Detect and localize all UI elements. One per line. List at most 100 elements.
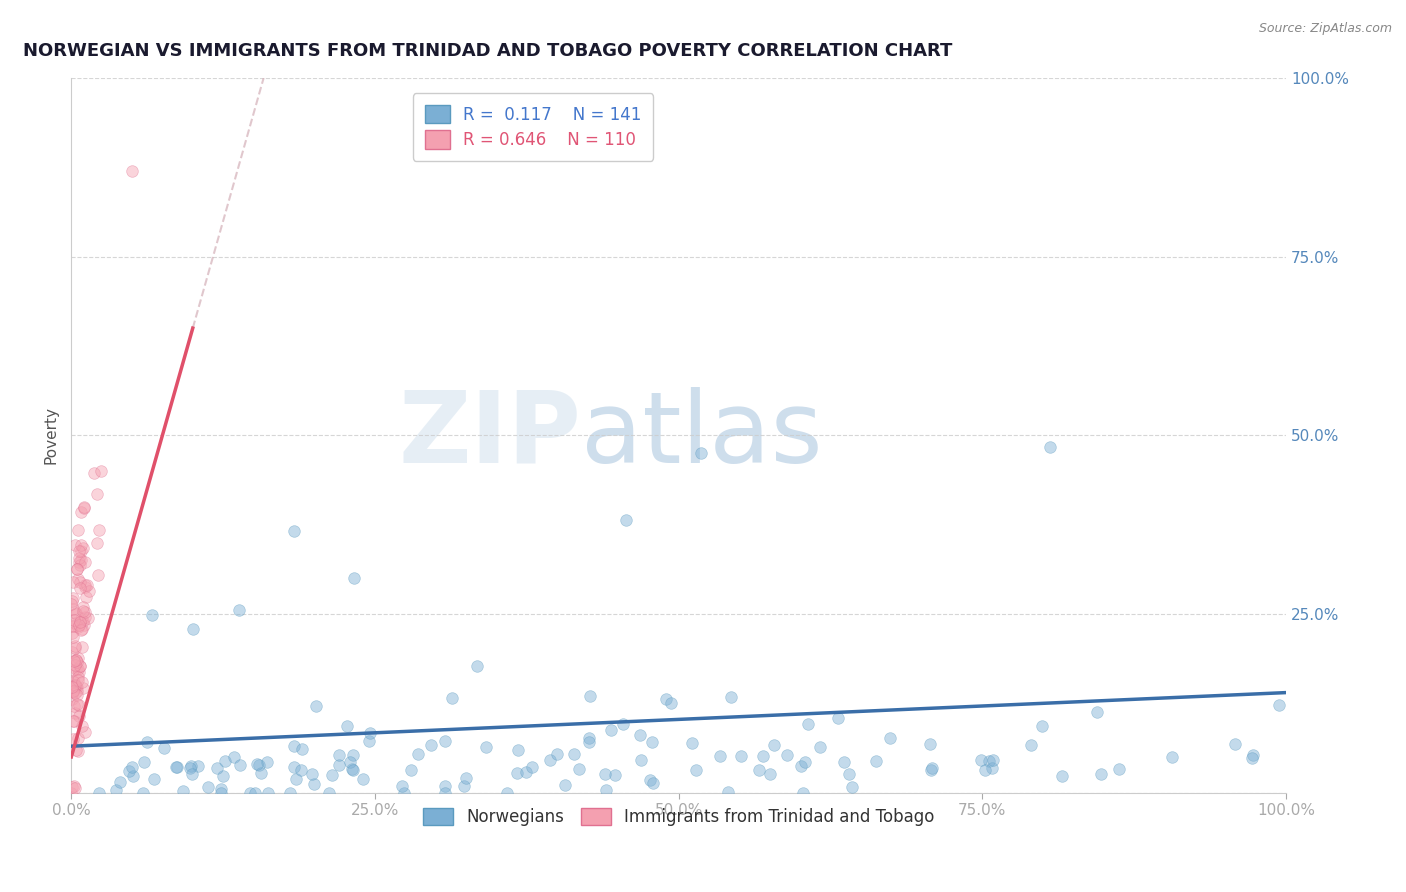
Point — [67, 544, 90, 558]
Point — [83, 466, 105, 480]
Point — [66, 683, 89, 698]
Point — [342, 762, 364, 776]
Point — [352, 772, 374, 787]
Point — [792, 786, 814, 800]
Point — [305, 699, 328, 714]
Point — [66, 561, 89, 575]
Point — [318, 786, 340, 800]
Point — [67, 709, 90, 723]
Point — [640, 773, 662, 788]
Point — [65, 606, 87, 620]
Point — [980, 761, 1002, 775]
Point — [197, 780, 219, 794]
Point — [302, 777, 325, 791]
Point — [827, 711, 849, 725]
Point — [630, 753, 652, 767]
Point — [180, 767, 202, 781]
Point — [63, 641, 86, 656]
Point — [681, 736, 703, 750]
Point — [179, 761, 201, 775]
Point — [118, 764, 141, 779]
Point — [205, 762, 228, 776]
Point — [612, 717, 634, 731]
Point — [981, 753, 1004, 767]
Point — [1223, 737, 1246, 751]
Point — [69, 659, 91, 673]
Point — [538, 753, 561, 767]
Point — [87, 786, 110, 800]
Point — [546, 747, 568, 761]
Point — [60, 780, 83, 795]
Point — [63, 679, 86, 693]
Point — [1039, 440, 1062, 454]
Text: atlas: atlas — [582, 387, 823, 483]
Point — [291, 741, 314, 756]
Point — [720, 690, 742, 704]
Point — [1241, 751, 1264, 765]
Point — [578, 735, 600, 749]
Point — [342, 748, 364, 763]
Point — [794, 755, 817, 769]
Point — [67, 698, 90, 712]
Text: NORWEGIAN VS IMMIGRANTS FROM TRINIDAD AND TOBAGO POVERTY CORRELATION CHART: NORWEGIAN VS IMMIGRANTS FROM TRINIDAD AN… — [22, 42, 952, 60]
Point — [69, 612, 91, 626]
Point — [562, 747, 585, 761]
Point — [797, 717, 820, 731]
Point — [595, 783, 617, 797]
Point — [66, 681, 89, 695]
Point — [391, 779, 413, 793]
Point — [105, 783, 128, 797]
Point — [60, 645, 83, 659]
Point — [75, 609, 97, 624]
Point — [72, 681, 94, 695]
Point — [132, 786, 155, 800]
Text: ZIP: ZIP — [398, 387, 582, 483]
Point — [187, 759, 209, 773]
Point — [66, 670, 89, 684]
Point — [328, 758, 350, 772]
Point — [752, 748, 775, 763]
Point — [70, 624, 93, 638]
Point — [136, 734, 159, 748]
Point — [1050, 770, 1073, 784]
Point — [73, 605, 96, 619]
Point — [73, 500, 96, 515]
Point — [62, 679, 84, 693]
Point — [73, 618, 96, 632]
Point — [474, 740, 496, 755]
Point — [1108, 762, 1130, 776]
Point — [69, 574, 91, 589]
Point — [420, 739, 443, 753]
Point — [434, 786, 457, 800]
Point — [63, 619, 86, 633]
Point — [63, 613, 86, 627]
Point — [62, 664, 84, 678]
Point — [75, 590, 97, 604]
Point — [141, 607, 163, 622]
Point — [600, 723, 623, 737]
Point — [685, 763, 707, 777]
Point — [283, 760, 305, 774]
Point — [641, 776, 664, 790]
Point — [228, 603, 250, 617]
Point — [920, 763, 942, 777]
Point — [454, 772, 477, 786]
Point — [62, 674, 84, 689]
Point — [879, 731, 901, 745]
Point — [69, 558, 91, 573]
Point — [66, 731, 89, 745]
Point — [865, 754, 887, 768]
Point — [132, 756, 155, 770]
Point — [593, 766, 616, 780]
Point — [87, 523, 110, 537]
Point — [808, 740, 831, 755]
Point — [1160, 750, 1182, 764]
Point — [67, 618, 90, 632]
Point — [343, 571, 366, 585]
Point — [433, 780, 456, 794]
Point — [336, 719, 359, 733]
Point — [1268, 698, 1291, 713]
Point — [290, 763, 312, 777]
Point — [65, 662, 87, 676]
Point — [920, 737, 942, 751]
